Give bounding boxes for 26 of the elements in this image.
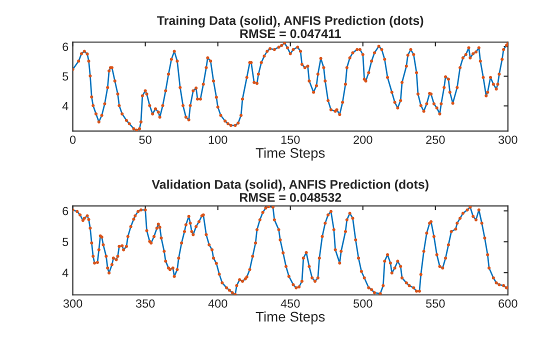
x-tick-label: 450 <box>280 299 300 308</box>
x-tick-label: 350 <box>136 299 155 308</box>
y-tick-label: 6 <box>62 206 68 216</box>
y-tick-label: 5 <box>62 72 68 81</box>
x-tick-label: 200 <box>354 136 372 144</box>
y-tick-label: 4 <box>62 102 68 110</box>
x-axis-title: Time Steps <box>256 311 325 324</box>
y-tick-label: 5 <box>62 238 68 246</box>
x-tick-label: 500 <box>354 299 372 308</box>
x-tick-label: 400 <box>208 299 228 308</box>
y-tick-label: 4 <box>62 268 68 277</box>
x-tick-label: 300 <box>498 136 518 144</box>
x-axis-title: Time Steps <box>256 148 325 161</box>
x-tick-label: 300 <box>63 299 82 308</box>
chart-subtitle: RMSE = 0.048532 <box>240 193 342 202</box>
chart-title: Training Data (solid), ANFIS Prediction (dots) <box>157 16 424 28</box>
y-tick-label: 6 <box>62 42 68 51</box>
x-tick-label: 100 <box>208 136 228 144</box>
x-tick-label: 250 <box>426 136 445 144</box>
x-tick-label: 150 <box>281 136 300 144</box>
x-tick-label: 50 <box>139 136 152 144</box>
chart-subtitle: RMSE = 0.047411 <box>240 29 341 38</box>
x-tick-label: 550 <box>426 299 445 308</box>
x-tick-label: 0 <box>70 136 76 144</box>
chart-title: Validation Data (solid), ANFIS Prediction (dots) <box>152 180 428 192</box>
x-tick-label: 600 <box>498 299 518 308</box>
